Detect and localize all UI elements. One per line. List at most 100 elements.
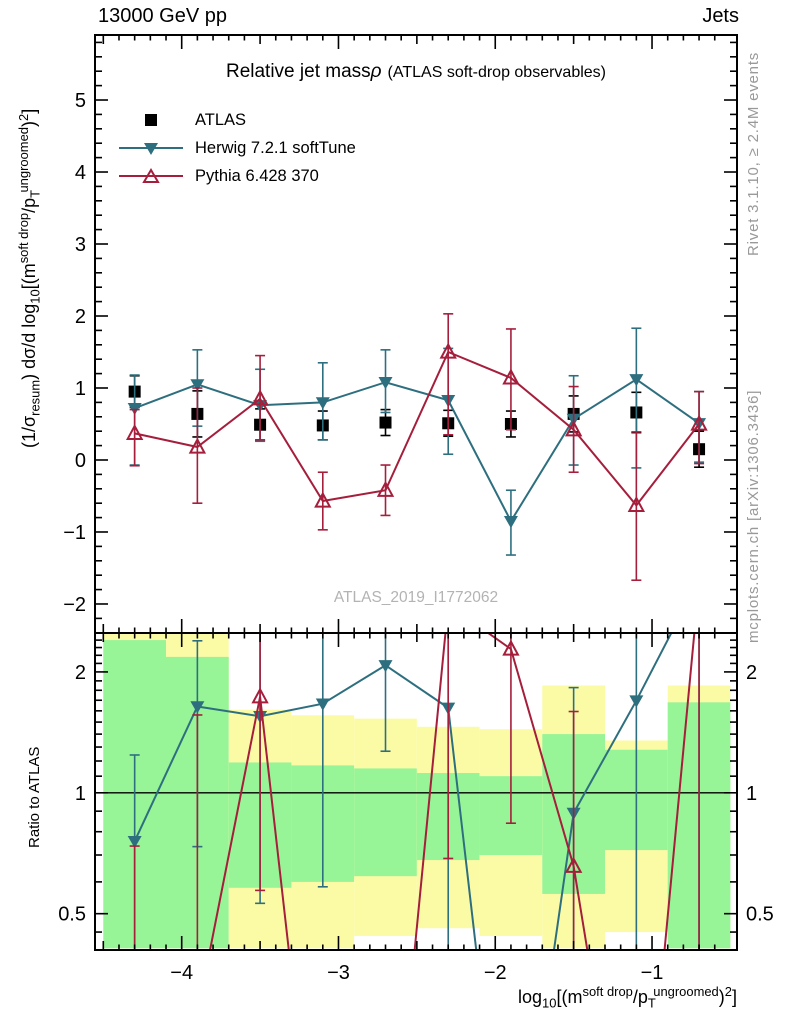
ratio-inner-band	[354, 768, 417, 877]
mcplots-credit-text: mcplots.cern.ch [arXiv:1306.3436]	[745, 389, 762, 643]
tick-label: −4	[170, 962, 193, 984]
y-axis-title: (1/σresum) dσ/d log10[(msoft drop/pTungr…	[16, 109, 43, 448]
tick-label: 2	[746, 662, 757, 684]
plot-title: Relative jet massρ (ATLAS soft-drop obser…	[95, 61, 737, 83]
legend-item-pythia: Pythia 6.428 370	[115, 162, 356, 190]
tick-label: 0	[75, 450, 86, 472]
tick-label: 0.5	[58, 904, 86, 926]
plot-title-text: Relative jet mass	[225, 61, 371, 82]
pythia-marker	[376, 480, 395, 497]
herwig-ratio-marker	[127, 835, 142, 849]
herwig-ratio-marker	[315, 698, 330, 711]
formula-sub: 10	[27, 289, 43, 304]
ratio-axis-title: Ratio to ATLAS	[26, 746, 43, 848]
pythia-ratio-marker	[133, 947, 136, 950]
pythia-marker	[251, 389, 269, 406]
tick-label: −3	[327, 962, 350, 984]
herwig-marker	[190, 379, 205, 392]
pythia-marker	[188, 437, 207, 454]
herwig-marker	[315, 397, 330, 410]
tick-labels: 5 4 3 2 1 0 −1 −2 2 2 1 1 0.5 0.5 −4 −3 −2 −1	[58, 90, 774, 984]
herwig-ratio-marker	[378, 660, 393, 673]
plot-title-paren: (ATLAS soft-drop observables)	[387, 64, 607, 81]
tick-label: −1	[641, 962, 664, 984]
pythia-ratio-marker	[502, 639, 520, 656]
herwig-series	[127, 327, 707, 556]
pythia-marker	[690, 414, 708, 431]
pythia-marker	[564, 420, 583, 437]
tick-label: 4	[75, 162, 86, 184]
formula-text: )	[19, 121, 40, 127]
tick-label: −2	[484, 962, 507, 984]
pythia-marker	[502, 368, 520, 385]
formula-text: (1/σ	[19, 415, 40, 448]
tick-label: 3	[75, 234, 86, 256]
analysis-watermark: ATLAS_2019_I1772062	[333, 589, 499, 606]
formula-sup: 2	[724, 984, 732, 999]
header-beam-label: 13000 GeV pp	[98, 5, 227, 27]
formula-text: ]	[731, 987, 737, 1008]
pythia-ratio-marker	[251, 687, 269, 704]
herwig-ratio-marker	[190, 701, 205, 714]
pythia-marker	[627, 495, 646, 512]
formula-text: ) dσ/d log	[19, 303, 40, 380]
formula-sup: ungroomed	[16, 127, 31, 193]
formula-sup: 2	[16, 113, 31, 121]
ratio-panel-border	[94, 632, 738, 951]
formula-sup: soft drop	[582, 984, 633, 999]
legend: ATLAS Herwig 7.2.1 softTune Pythia 6.428…	[115, 106, 356, 190]
pythia-ratio-series	[129, 633, 700, 1020]
tick-label: −1	[63, 522, 86, 544]
herwig-marker	[378, 377, 393, 390]
formula-text: ]	[19, 108, 40, 114]
formula-sup: soft drop	[16, 212, 31, 264]
herwig-marker	[629, 374, 644, 387]
header-process-label: Jets	[702, 5, 739, 27]
legend-label: Herwig 7.2.1 softTune	[195, 138, 356, 157]
axis-ticks	[95, 35, 737, 950]
tick-label: 5	[75, 90, 86, 112]
atlas-marker-icon	[145, 114, 157, 126]
pythia-marker	[125, 423, 144, 440]
formula-sub: 10	[542, 995, 557, 1011]
formula-sup: ungroomed	[653, 984, 719, 999]
legend-label: Pythia 6.428 370	[195, 166, 319, 185]
pythia-marker	[439, 342, 457, 359]
formula-sub: T	[647, 995, 656, 1011]
herwig-marker-icon	[119, 143, 183, 155]
formula-text: /p	[632, 987, 648, 1008]
rivet-version-text: Rivet 3.1.10, ≥ 2.4M events	[745, 51, 762, 256]
plot-title-symbol: ρ	[370, 61, 382, 82]
herwig-ratio-line	[133, 633, 673, 950]
pythia-series	[125, 313, 708, 582]
herwig-ratio-marker	[629, 695, 644, 708]
tick-label: 1	[75, 378, 86, 400]
pythia-ratio-line	[209, 633, 696, 950]
formula-text: [(m	[556, 987, 583, 1008]
herwig-marker	[503, 515, 518, 529]
pythia-marker-icon	[119, 168, 183, 183]
x-axis-title: log10[(msoft drop/pTungroomed)2]	[518, 984, 737, 1011]
atlas-marker	[379, 416, 392, 429]
tick-label: −2	[63, 594, 86, 616]
tick-label: 1	[746, 783, 757, 805]
herwig-line	[134, 378, 700, 524]
formula-text: log	[518, 987, 543, 1008]
legend-label: ATLAS	[195, 110, 247, 129]
formula-text: /p	[19, 197, 40, 213]
pythia-ratio-marker	[190, 1007, 204, 1020]
legend-item-herwig: Herwig 7.2.1 softTune	[115, 134, 356, 162]
formula-text: )	[718, 987, 725, 1008]
formula-text: [(m	[19, 263, 40, 290]
pythia-ratio-marker	[564, 856, 583, 873]
pythia-line	[134, 350, 700, 507]
pythia-marker	[314, 491, 332, 508]
tick-label: 1	[75, 783, 86, 805]
legend-item-atlas: ATLAS	[115, 106, 356, 134]
tick-label: 2	[75, 306, 86, 328]
formula-sub: resum	[27, 379, 43, 416]
tick-label: 0.5	[746, 904, 774, 926]
tick-label: 2	[75, 662, 86, 684]
